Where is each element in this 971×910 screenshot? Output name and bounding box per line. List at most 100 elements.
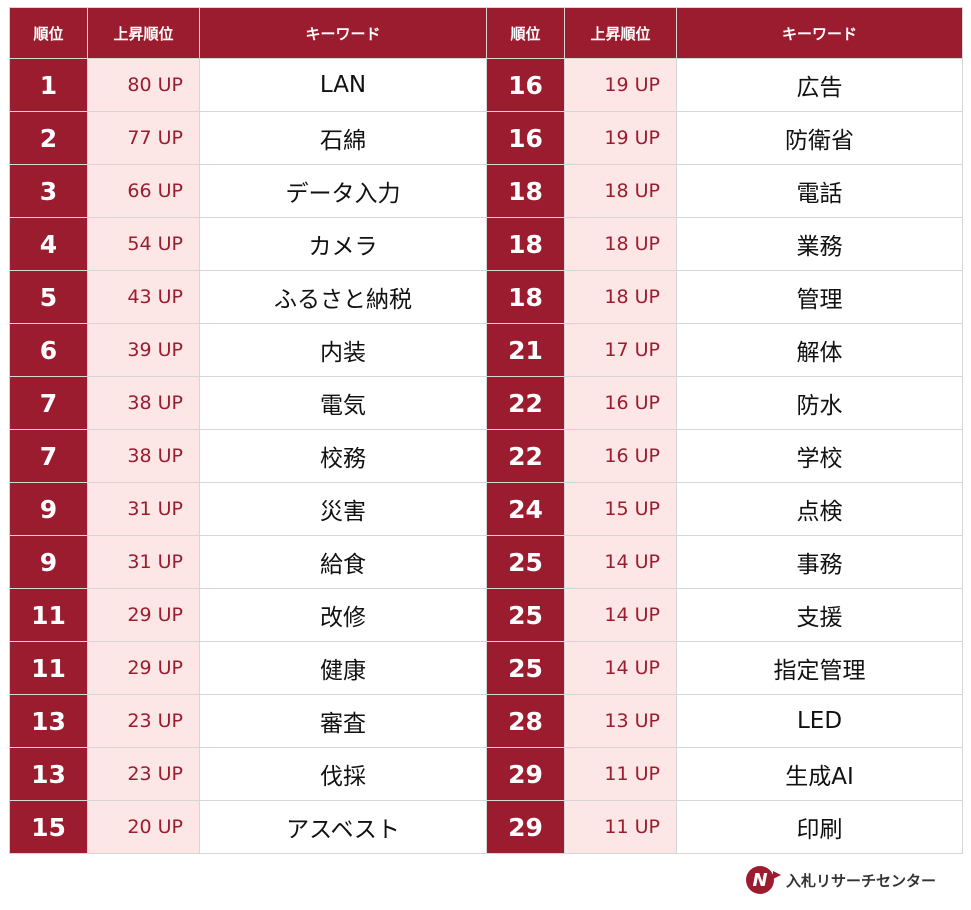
keyword-cell: 校務 <box>199 429 487 483</box>
rank-cell: 22 <box>486 429 565 483</box>
up-cell: 14 UP <box>564 535 677 589</box>
table-row: 5 43 UP ふるさと納税 18 18 UP 管理 <box>9 270 963 324</box>
table-row: 13 23 UP 審査 28 13 UP LED <box>9 694 963 748</box>
up-cell: 15 UP <box>564 482 677 536</box>
table-row: 7 38 UP 電気 22 16 UP 防水 <box>9 376 963 430</box>
keyword-cell: データ入力 <box>199 164 487 218</box>
up-cell: 18 UP <box>564 270 677 324</box>
rank-cell: 16 <box>486 58 565 112</box>
keyword-cell: 指定管理 <box>676 641 963 695</box>
keyword-cell: LED <box>676 694 963 748</box>
table-row: 9 31 UP 災害 24 15 UP 点検 <box>9 482 963 536</box>
table-row: 13 23 UP 伐採 29 11 UP 生成AI <box>9 747 963 801</box>
up-cell: 54 UP <box>87 217 200 271</box>
keyword-cell: 内装 <box>199 323 487 377</box>
rank-cell: 1 <box>9 58 88 112</box>
logo-mark-icon: N <box>746 866 781 894</box>
keyword-cell: 学校 <box>676 429 963 483</box>
rank-cell: 7 <box>9 429 88 483</box>
rank-cell: 18 <box>486 217 565 271</box>
keyword-cell: 業務 <box>676 217 963 271</box>
keyword-cell: 解体 <box>676 323 963 377</box>
up-cell: 18 UP <box>564 217 677 271</box>
up-cell: 17 UP <box>564 323 677 377</box>
up-cell: 11 UP <box>564 747 677 801</box>
up-cell: 23 UP <box>87 694 200 748</box>
keyword-cell: 防水 <box>676 376 963 430</box>
keyword-cell: カメラ <box>199 217 487 271</box>
table-row: 15 20 UP アスベスト 29 11 UP 印刷 <box>9 800 963 854</box>
up-cell: 13 UP <box>564 694 677 748</box>
up-cell: 14 UP <box>564 641 677 695</box>
keyword-cell: 生成AI <box>676 747 963 801</box>
rank-cell: 9 <box>9 535 88 589</box>
keyword-cell: 事務 <box>676 535 963 589</box>
rank-cell: 16 <box>486 111 565 165</box>
up-cell: 29 UP <box>87 588 200 642</box>
keyword-cell: 印刷 <box>676 800 963 854</box>
rank-cell: 28 <box>486 694 565 748</box>
rank-cell: 25 <box>486 641 565 695</box>
rank-cell: 11 <box>9 641 88 695</box>
rank-cell: 21 <box>486 323 565 377</box>
up-cell: 38 UP <box>87 376 200 430</box>
keyword-cell: ふるさと納税 <box>199 270 487 324</box>
rank-cell: 29 <box>486 800 565 854</box>
table-row: 7 38 UP 校務 22 16 UP 学校 <box>9 429 963 483</box>
rank-cell: 29 <box>486 747 565 801</box>
up-cell: 38 UP <box>87 429 200 483</box>
up-cell: 43 UP <box>87 270 200 324</box>
rank-cell: 13 <box>9 747 88 801</box>
rank-cell: 24 <box>486 482 565 536</box>
rank-cell: 4 <box>9 217 88 271</box>
header-rank: 順位 <box>9 7 88 59</box>
ranking-table: 順位 上昇順位 キーワード 順位 上昇順位 キーワード 1 80 UP LAN 16 1… <box>9 7 963 854</box>
keyword-cell: 審査 <box>199 694 487 748</box>
up-cell: 39 UP <box>87 323 200 377</box>
table-row: 9 31 UP 給食 25 14 UP 事務 <box>9 535 963 589</box>
header-keyword: キーワード <box>199 7 487 59</box>
keyword-cell: アスベスト <box>199 800 487 854</box>
table-row: 11 29 UP 改修 25 14 UP 支援 <box>9 588 963 642</box>
keyword-cell: 点検 <box>676 482 963 536</box>
up-cell: 18 UP <box>564 164 677 218</box>
keyword-cell: 支援 <box>676 588 963 642</box>
rank-cell: 18 <box>486 270 565 324</box>
table-row: 1 80 UP LAN 16 19 UP 広告 <box>9 58 963 112</box>
rank-cell: 7 <box>9 376 88 430</box>
rank-cell: 11 <box>9 588 88 642</box>
rank-cell: 2 <box>9 111 88 165</box>
rank-cell: 22 <box>486 376 565 430</box>
rank-cell: 25 <box>486 535 565 589</box>
up-cell: 80 UP <box>87 58 200 112</box>
keyword-cell: 伐採 <box>199 747 487 801</box>
up-cell: 20 UP <box>87 800 200 854</box>
rank-cell: 13 <box>9 694 88 748</box>
up-cell: 16 UP <box>564 376 677 430</box>
header-row: 順位 上昇順位 キーワード 順位 上昇順位 キーワード <box>9 7 963 59</box>
up-cell: 31 UP <box>87 535 200 589</box>
keyword-cell: 健康 <box>199 641 487 695</box>
up-cell: 29 UP <box>87 641 200 695</box>
table-row: 3 66 UP データ入力 18 18 UP 電話 <box>9 164 963 218</box>
rank-cell: 6 <box>9 323 88 377</box>
keyword-cell: 管理 <box>676 270 963 324</box>
keyword-cell: 石綿 <box>199 111 487 165</box>
up-cell: 31 UP <box>87 482 200 536</box>
keyword-cell: 災害 <box>199 482 487 536</box>
up-cell: 16 UP <box>564 429 677 483</box>
keyword-cell: 給食 <box>199 535 487 589</box>
logo: N 入札リサーチセンター <box>746 866 936 894</box>
up-cell: 11 UP <box>564 800 677 854</box>
rank-cell: 15 <box>9 800 88 854</box>
table-row: 6 39 UP 内装 21 17 UP 解体 <box>9 323 963 377</box>
table-row: 4 54 UP カメラ 18 18 UP 業務 <box>9 217 963 271</box>
header-up: 上昇順位 <box>87 7 200 59</box>
rank-cell: 25 <box>486 588 565 642</box>
keyword-cell: 改修 <box>199 588 487 642</box>
keyword-cell: 電話 <box>676 164 963 218</box>
header-rank: 順位 <box>486 7 565 59</box>
keyword-cell: LAN <box>199 58 487 112</box>
rank-cell: 18 <box>486 164 565 218</box>
rank-cell: 5 <box>9 270 88 324</box>
